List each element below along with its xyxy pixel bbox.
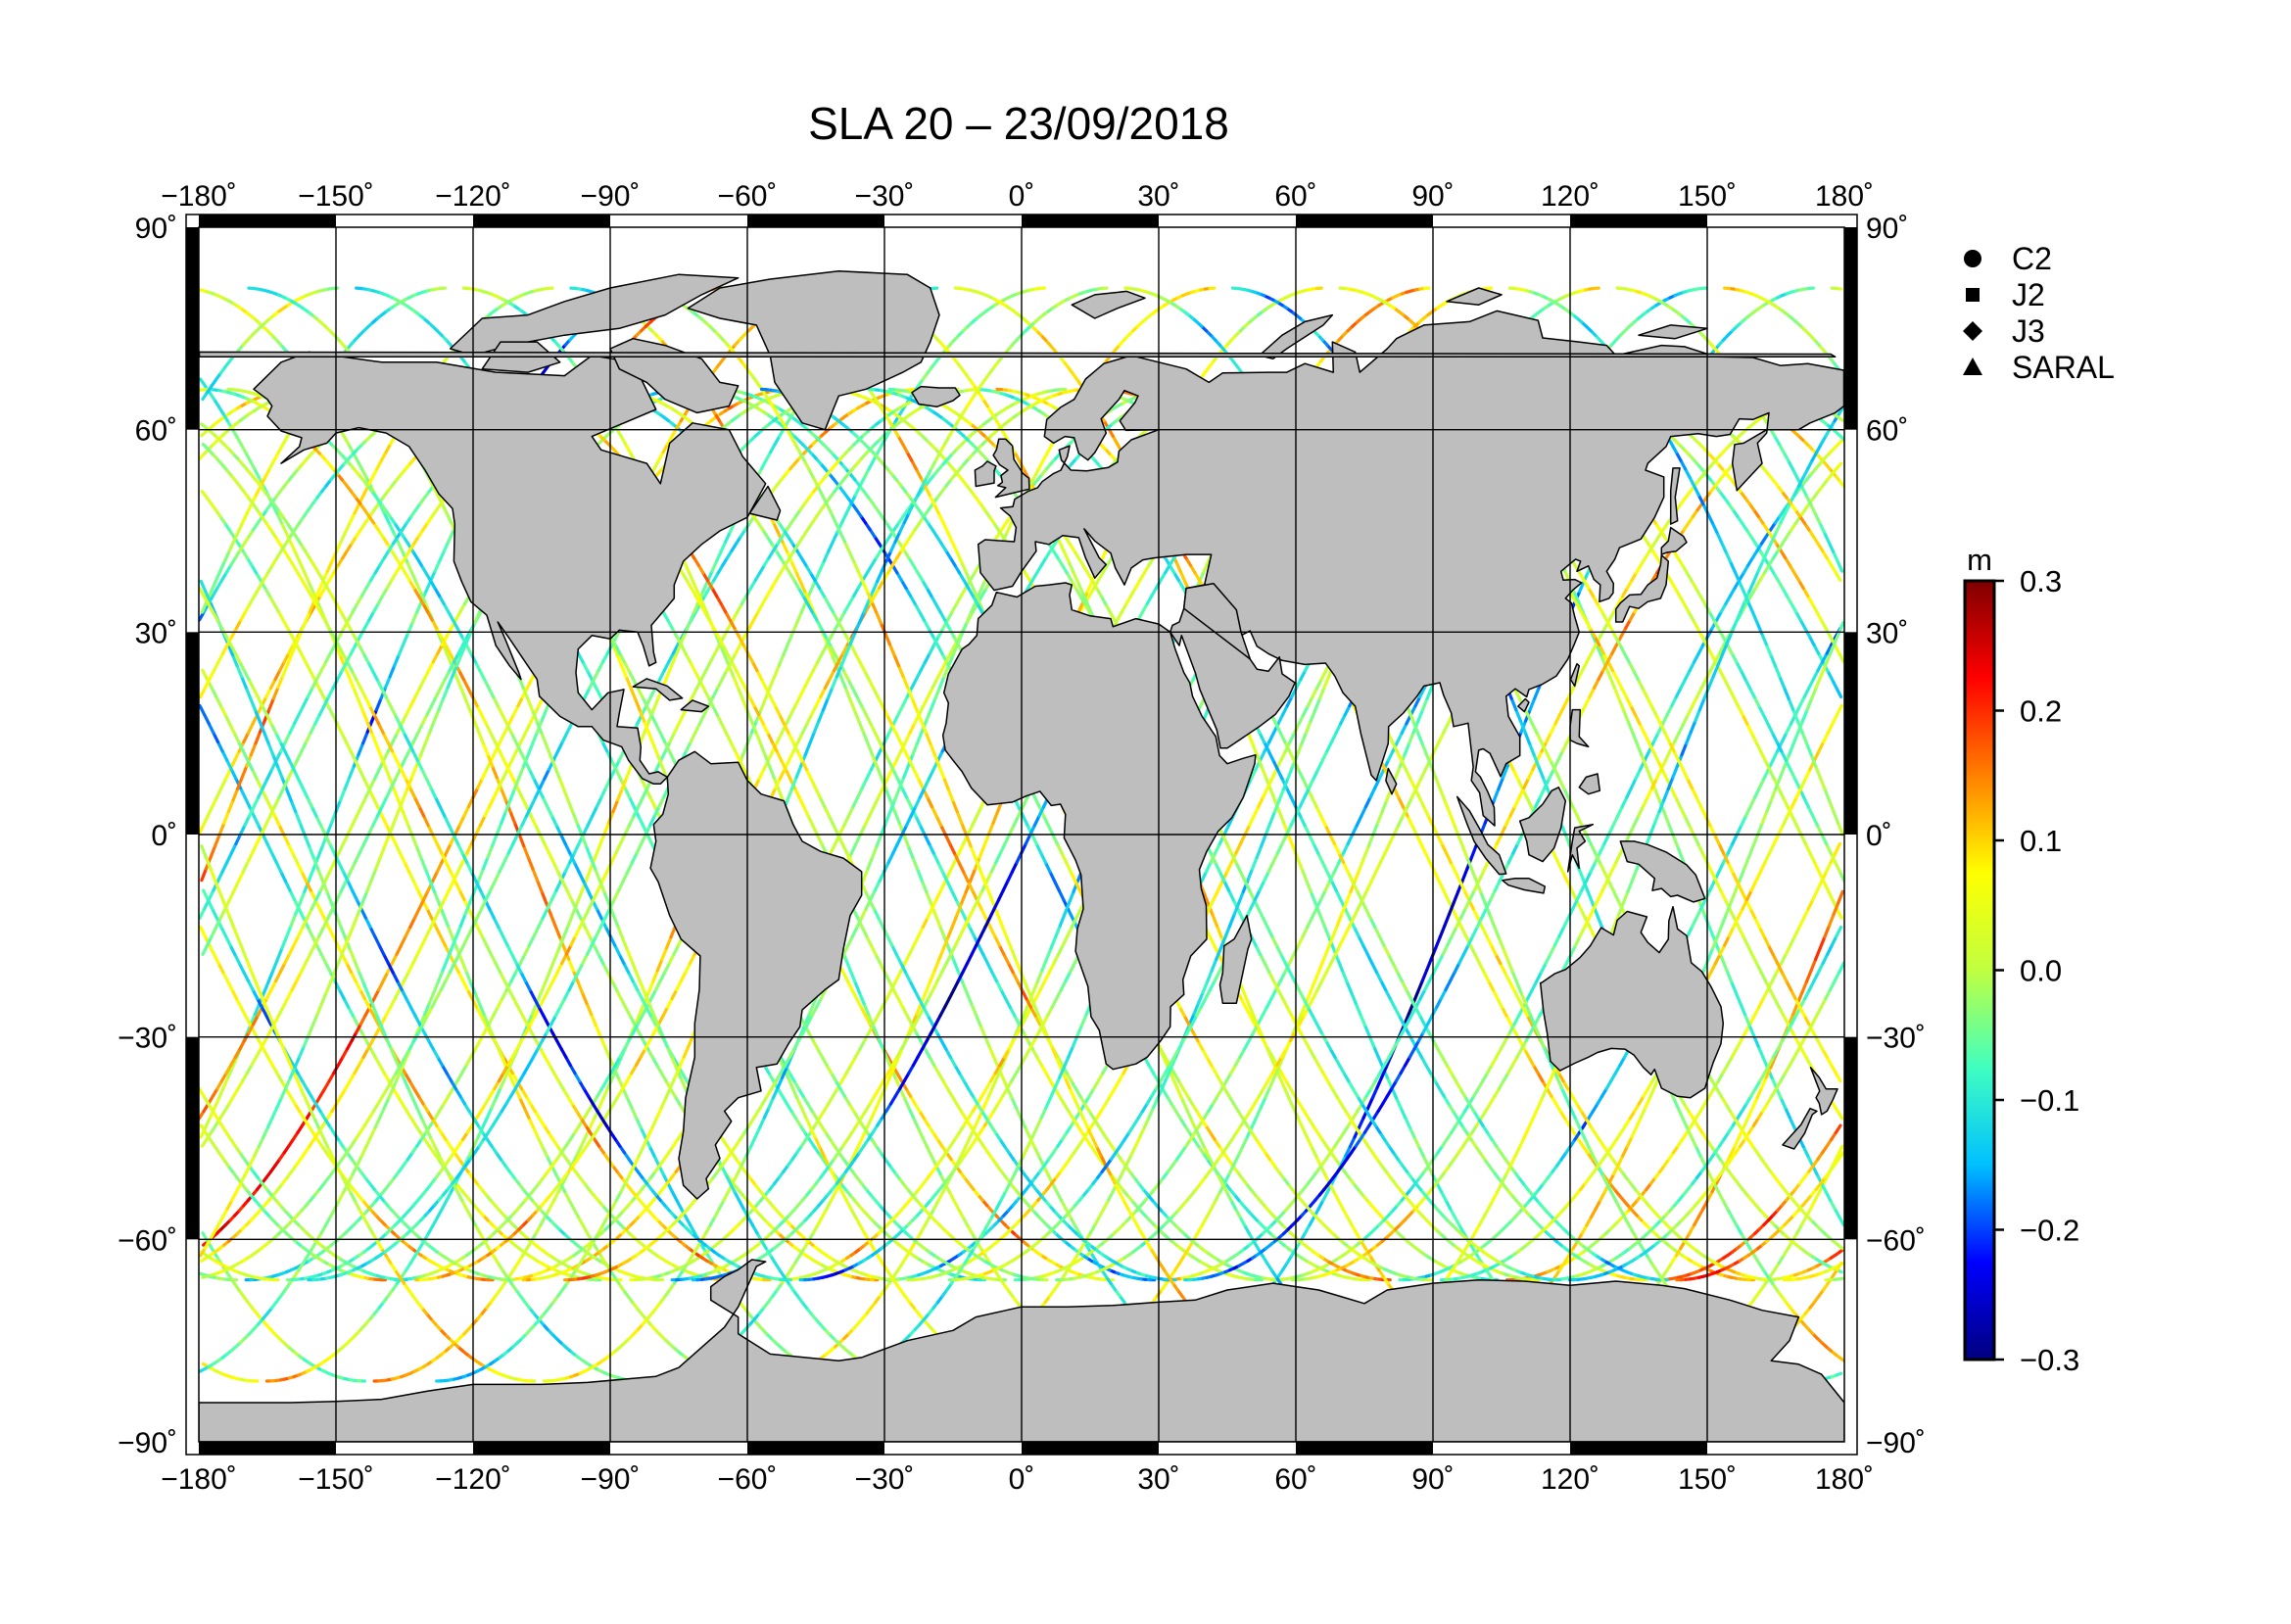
track-segment: [200, 290, 205, 291]
track-segment: [201, 1273, 206, 1275]
chart-title: SLA 20 – 23/09/2018: [808, 98, 1229, 149]
